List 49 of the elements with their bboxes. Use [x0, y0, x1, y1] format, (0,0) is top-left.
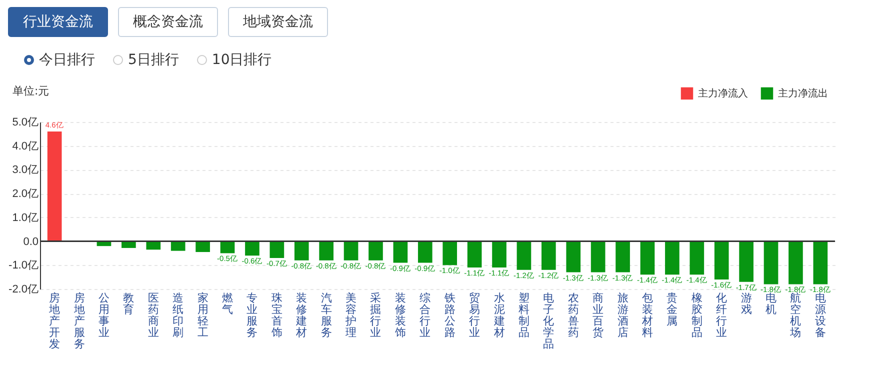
- x-tick-label: 房地产开发: [48, 292, 60, 350]
- text: 今日排行: [39, 51, 95, 69]
- x-tick-label: 农药兽药: [568, 292, 579, 339]
- x-tick-label: 铁路公路: [443, 292, 456, 339]
- y-axis-title: 单位:元: [12, 84, 50, 98]
- x-tick-label: 燃气: [222, 292, 234, 316]
- x-tick-label: 医药商业: [148, 292, 159, 339]
- x-tick-label: 公用事业: [98, 292, 110, 339]
- text: 5日排行: [128, 51, 179, 69]
- x-tick-label: 造纸印刷: [172, 292, 184, 339]
- x-tick-label: 采掘行业: [370, 292, 382, 339]
- x-tick-label: 包装材料: [640, 292, 653, 339]
- text: 概念资金流: [118, 7, 218, 37]
- x-tick-label: 综合行业: [420, 292, 431, 339]
- y-tick-label: 5.0亿: [12, 116, 38, 128]
- x-tick-label: 化纤行业: [716, 292, 728, 339]
- legend-label: 主力净流入: [698, 87, 748, 100]
- x-tick-label: 游戏: [740, 292, 752, 316]
- x-tick-label: 电子化学品: [543, 292, 554, 350]
- x-tick-label: 装修装饰: [394, 292, 406, 339]
- x-tick-label: 电源设备: [814, 292, 826, 339]
- x-tick-label: 装修建材: [295, 292, 308, 339]
- x-tick-label: 水泥建材: [492, 292, 505, 339]
- x-tick-label: 旅游酒店: [617, 292, 628, 339]
- x-tick-label: 珠宝首饰: [270, 292, 282, 339]
- x-tick-label: 专业服务: [246, 292, 258, 339]
- x-tick-label: 贵金属: [666, 292, 678, 328]
- legend-label: 主力净流出: [778, 87, 828, 100]
- y-tick-label: 1.0亿: [12, 212, 38, 224]
- y-tick-label: 2.0亿: [12, 188, 38, 200]
- x-tick-label: 家用轻工: [197, 292, 208, 339]
- x-tick-label: 航空机场: [789, 292, 802, 339]
- y-tick-label: -1.0亿: [8, 260, 38, 272]
- text: 10日排行: [212, 51, 272, 69]
- x-tick-label: 塑料制品: [518, 292, 530, 339]
- x-tick-label: 房地产服务: [72, 292, 85, 350]
- x-tick-label: 橡胶制品: [691, 292, 702, 339]
- y-tick-label: 4.0亿: [12, 140, 38, 152]
- x-tick-label: 美容护理: [344, 292, 357, 339]
- text: 地域资金流: [228, 7, 328, 37]
- x-tick-label: 商业百货: [592, 292, 604, 339]
- x-tick-label: 贸易行业: [469, 292, 480, 339]
- y-tick-label: 3.0亿: [12, 164, 38, 176]
- x-tick-label: 汽车服务: [320, 292, 332, 339]
- x-tick-label: 教育: [123, 292, 134, 316]
- text: 行业资金流: [8, 7, 108, 37]
- y-tick-label: 0.0: [23, 236, 38, 248]
- y-tick-label: -2.0亿: [8, 284, 38, 296]
- x-tick-label: 电机: [766, 292, 777, 316]
